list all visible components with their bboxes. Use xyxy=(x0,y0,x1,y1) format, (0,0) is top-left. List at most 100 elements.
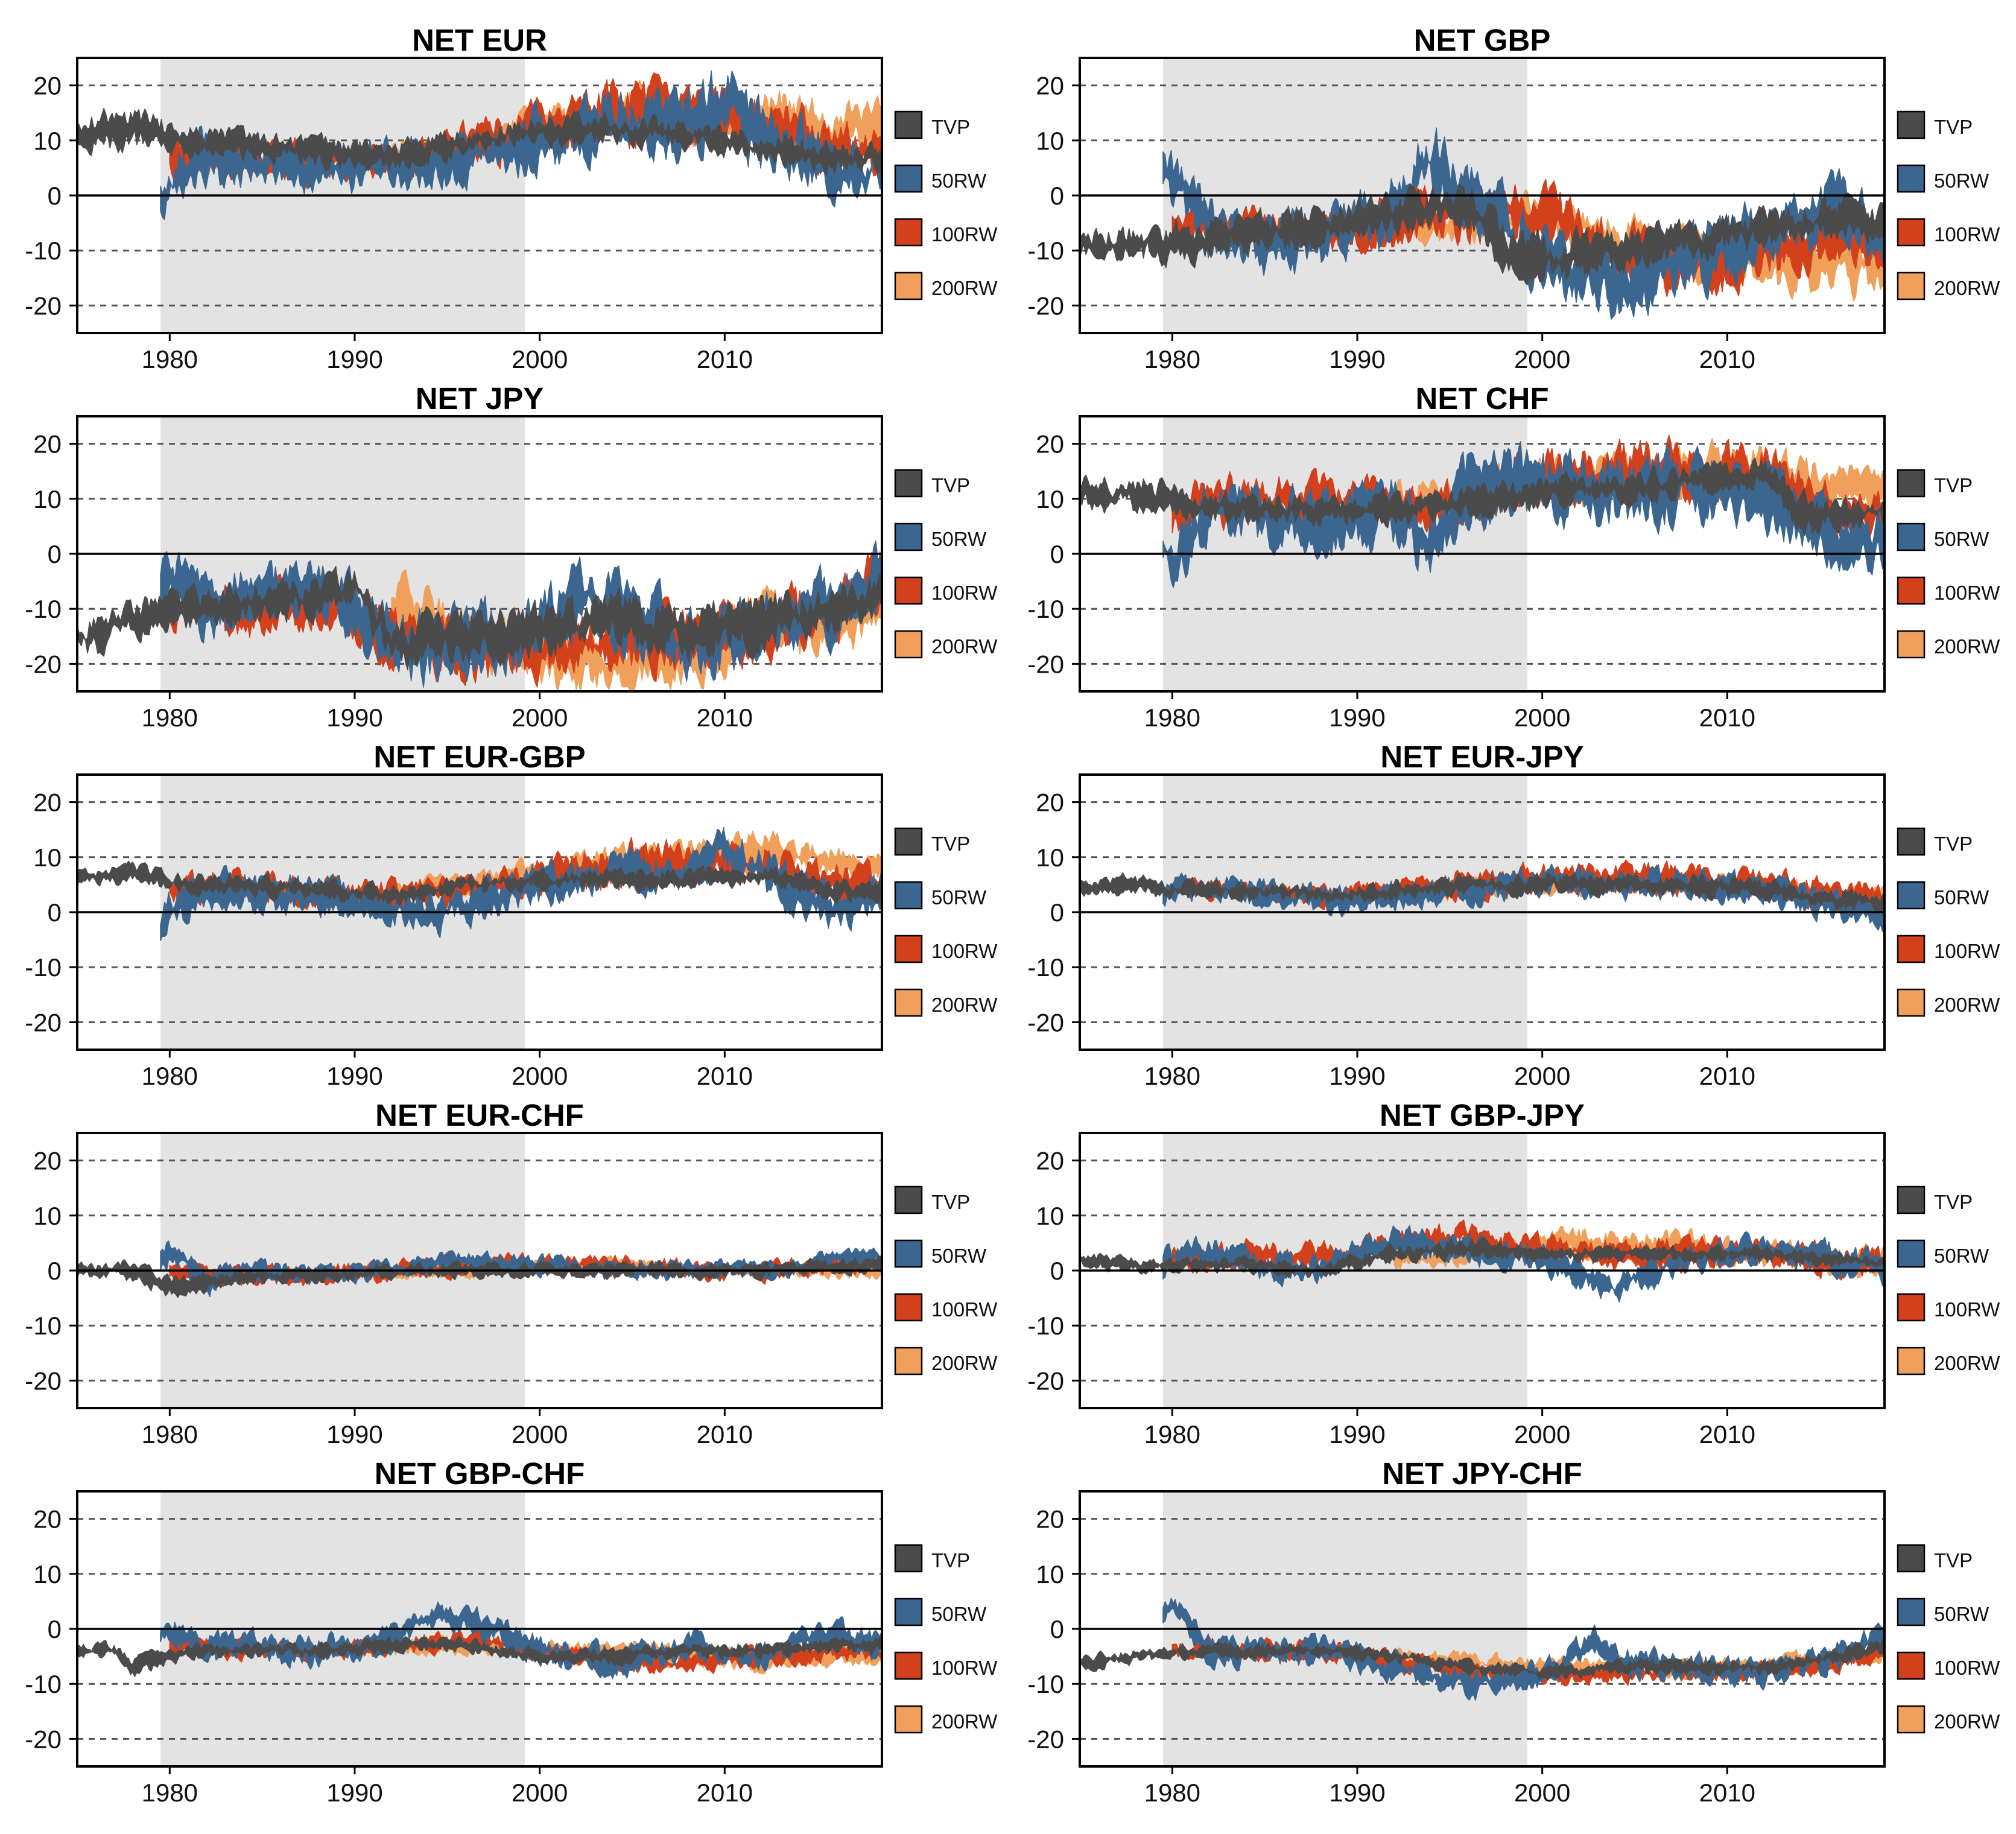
panel-net-eur: -20 -10 0 10 20 1980 1990 2000 2010 NET EUR TVP 50R… xyxy=(25,23,998,373)
legend-swatch-100rw xyxy=(894,1293,923,1322)
y-tick-label: 0 xyxy=(1050,182,1064,210)
y-tick-label: 10 xyxy=(33,485,62,513)
legend-swatch-100rw xyxy=(1897,576,1926,605)
x-tick-label: 2010 xyxy=(697,703,753,732)
x-tick-label: 2000 xyxy=(512,1778,568,1807)
x-tick-label: 1980 xyxy=(142,1778,198,1807)
y-tick-label: 0 xyxy=(48,182,62,210)
x-tick-label: 2000 xyxy=(1514,703,1570,732)
legend-label: 100RW xyxy=(1934,1657,2000,1679)
legend-label: TVP xyxy=(931,116,970,138)
plot-area xyxy=(1080,1598,1884,1701)
y-tick-label: 0 xyxy=(48,540,62,568)
series-band-50rw xyxy=(160,540,882,688)
legend-swatch-tvp xyxy=(1897,1544,1926,1573)
y-tick-label: -20 xyxy=(1027,650,1064,678)
legend-swatch-100rw xyxy=(894,1651,923,1680)
legend-swatch-100rw xyxy=(1897,934,1926,963)
y-tick-label: -20 xyxy=(25,291,62,320)
y-tick-label: 10 xyxy=(1036,1202,1064,1230)
x-tick-label: 1990 xyxy=(1329,703,1385,732)
panel-net-jpy-chf: -20 -10 0 10 20 1980 1990 2000 2010 NET JPY-CHF TV… xyxy=(1027,1456,2000,1807)
legend-swatch-tvp xyxy=(1897,469,1926,498)
legend-swatch-100rw xyxy=(1897,218,1926,247)
legend-label: 100RW xyxy=(931,1298,998,1321)
legend-swatch-tvp xyxy=(1897,827,1926,856)
legend-swatch-50rw xyxy=(894,522,923,551)
legend-label: 100RW xyxy=(1934,1298,2000,1321)
legend-swatch-200rw xyxy=(894,1347,923,1376)
panel-net-eur-jpy: -20 -10 0 10 20 1980 1990 2000 2010 NET EUR-JPY TV… xyxy=(1027,740,2000,1090)
y-tick-label: -10 xyxy=(1027,595,1064,623)
series-band-tvp xyxy=(1080,1636,1884,1681)
y-tick-label: -10 xyxy=(1027,1312,1064,1340)
x-tick-label: 1980 xyxy=(1144,1420,1200,1448)
legend-swatch-tvp xyxy=(1897,110,1926,139)
x-tick-label: 2010 xyxy=(697,1778,753,1807)
x-tick-label: 2010 xyxy=(697,345,753,373)
legend-label: TVP xyxy=(931,474,970,497)
panel-net-gbp-chf: -20 -10 0 10 20 1980 1990 2000 2010 NET GBP-CHF TV… xyxy=(25,1456,998,1807)
legend-label: 200RW xyxy=(1934,1710,2000,1733)
legend-label: 200RW xyxy=(931,277,998,299)
x-tick-label: 1980 xyxy=(142,1420,198,1448)
x-tick-label: 2010 xyxy=(1699,703,1755,732)
panel-title: NET GBP xyxy=(1414,23,1551,57)
panel-net-eur-chf: -20 -10 0 10 20 1980 1990 2000 2010 NET EUR-CHF TV… xyxy=(25,1098,998,1448)
y-tick-label: 20 xyxy=(33,1505,62,1534)
legend-swatch-tvp xyxy=(1897,1185,1926,1214)
legend-swatch-100rw xyxy=(894,934,923,963)
plot-area xyxy=(77,1240,882,1298)
x-tick-label: 1980 xyxy=(142,345,198,373)
y-tick-label: 0 xyxy=(48,1615,62,1643)
legend-swatch-50rw xyxy=(1897,881,1926,910)
y-tick-label: -20 xyxy=(25,1725,62,1753)
panel-net-chf: -20 -10 0 10 20 1980 1990 2000 2010 NET CHF TVP 50R… xyxy=(1027,381,2000,732)
series-band-tvp xyxy=(1080,1237,1884,1278)
plot-area xyxy=(1080,127,1884,320)
legend-swatch-50rw xyxy=(1897,522,1926,551)
legend-label: 200RW xyxy=(1934,1352,2000,1374)
x-tick-label: 2010 xyxy=(697,1062,753,1090)
legend-label: 100RW xyxy=(931,582,998,604)
x-tick-label: 1990 xyxy=(326,703,382,732)
panel-net-gbp-jpy: -20 -10 0 10 20 1980 1990 2000 2010 NET GBP-JPY TV… xyxy=(1027,1098,2000,1448)
y-tick-label: 20 xyxy=(33,430,62,458)
legend-label: 100RW xyxy=(931,223,998,246)
panel-title: NET EUR xyxy=(412,23,547,57)
legend-label: 200RW xyxy=(931,994,998,1016)
x-tick-label: 1990 xyxy=(1329,1062,1385,1090)
y-tick-label: -10 xyxy=(25,236,62,265)
legend-label: 50RW xyxy=(1934,170,1989,192)
x-tick-label: 2010 xyxy=(1699,1778,1755,1807)
x-tick-label: 2000 xyxy=(1514,345,1570,373)
y-tick-label: -10 xyxy=(25,595,62,623)
x-tick-label: 1980 xyxy=(1144,1062,1200,1090)
legend-label: TVP xyxy=(931,833,970,855)
legend-label: 50RW xyxy=(931,170,987,192)
y-tick-label: 10 xyxy=(33,1202,62,1230)
x-tick-label: 2000 xyxy=(1514,1062,1570,1090)
x-tick-label: 1990 xyxy=(326,1062,382,1090)
legend-label: 50RW xyxy=(1934,1245,1989,1267)
y-tick-label: 10 xyxy=(1036,1560,1064,1588)
legend-swatch-100rw xyxy=(894,218,923,247)
panel-title: NET JPY xyxy=(416,381,544,416)
x-tick-label: 1980 xyxy=(1144,1778,1200,1807)
y-tick-label: 10 xyxy=(33,1560,62,1588)
y-tick-label: 20 xyxy=(1036,72,1064,100)
legend-swatch-50rw xyxy=(894,164,923,193)
x-tick-label: 2000 xyxy=(1514,1420,1570,1448)
y-tick-label: -20 xyxy=(25,1008,62,1036)
x-tick-label: 1990 xyxy=(1329,1420,1385,1448)
x-tick-label: 1980 xyxy=(1144,345,1200,373)
y-tick-label: -20 xyxy=(25,650,62,678)
legend-swatch-200rw xyxy=(1897,271,1926,300)
x-tick-label: 2010 xyxy=(1699,1062,1755,1090)
legend-swatch-200rw xyxy=(1897,1347,1926,1376)
series-band-50rw xyxy=(1162,1598,1884,1701)
series-band-tvp xyxy=(1080,183,1884,285)
legend-swatch-200rw xyxy=(894,1705,923,1734)
y-tick-label: 10 xyxy=(33,843,62,872)
y-tick-label: -10 xyxy=(1027,236,1064,265)
